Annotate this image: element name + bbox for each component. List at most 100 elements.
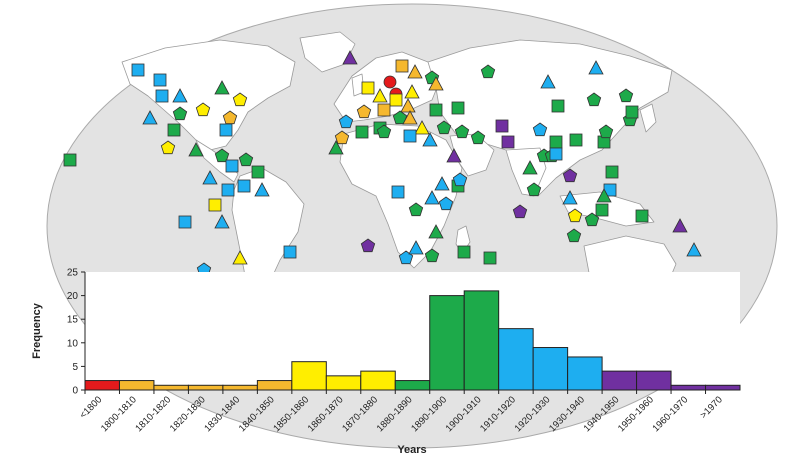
map-marker-s-green	[355, 125, 369, 139]
bar-1860-1870	[325, 375, 362, 391]
map-marker-p-green	[566, 228, 582, 243]
bar-1920-1930	[532, 347, 569, 391]
x-tick-label: <1800	[78, 394, 105, 421]
map-marker-p-green	[214, 148, 230, 163]
map-marker-t-green	[328, 140, 344, 155]
map-marker-s-green	[551, 99, 565, 113]
map-marker-t-orange	[402, 110, 418, 125]
map-marker-t-blue	[422, 132, 438, 147]
bar-1820-1830	[187, 384, 224, 391]
x-tick-label: 1810-1820	[133, 394, 173, 434]
map-marker-t-blue	[686, 242, 702, 257]
map-marker-p-green	[598, 124, 614, 139]
x-tick-label: 1960-1970	[651, 394, 691, 434]
map-marker-t-yellow	[414, 120, 430, 135]
map-marker-p-green	[376, 124, 392, 139]
map-marker-s-blue	[549, 147, 563, 161]
y-tick-label: 10	[67, 338, 79, 349]
map-marker-t-green	[188, 142, 204, 157]
map-marker-s-green	[569, 133, 583, 147]
map-marker-p-yellow	[160, 140, 176, 155]
map-marker-s-blue	[131, 63, 145, 77]
map-marker-s-blue	[178, 215, 192, 229]
map-marker-p-purple	[512, 204, 528, 219]
map-marker-s-green	[595, 203, 609, 217]
map-marker-s-purple	[501, 135, 515, 149]
map-marker-s-green	[483, 251, 497, 265]
bar-1880-1890	[394, 380, 431, 391]
map-marker-t-blue	[562, 190, 578, 205]
map-marker-t-blue	[540, 74, 556, 89]
map-marker-p-green	[454, 124, 470, 139]
histogram-bars	[84, 290, 741, 391]
y-axis-label: Frequency	[31, 302, 43, 359]
map-marker-s-blue	[403, 129, 417, 143]
map-marker-s-blue	[155, 89, 169, 103]
map-marker-s-green	[167, 123, 181, 137]
map-marker-t-yellow	[404, 84, 420, 99]
map-marker-t-purple	[446, 148, 462, 163]
map-marker-s-orange	[395, 59, 409, 73]
map-marker-p-purple	[360, 238, 376, 253]
landmass-japan	[639, 103, 657, 133]
map-marker-p-green	[172, 106, 188, 121]
map-marker-t-blue	[434, 176, 450, 191]
bar-1930-1940	[567, 356, 603, 391]
map-marker-t-blue	[202, 170, 218, 185]
map-marker-p-green	[586, 92, 602, 107]
bar-1870-1880	[360, 370, 396, 391]
bar-1800-1810	[118, 380, 155, 391]
map-marker-p-blue	[338, 114, 354, 129]
map-marker-p-purple	[562, 168, 578, 183]
y-tick-label: 5	[72, 362, 78, 373]
map-marker-t-blue	[424, 190, 440, 205]
map-marker-p-green	[470, 130, 486, 145]
bar-1960-1970	[670, 384, 707, 391]
bar-1940-1950	[601, 370, 638, 391]
bar-1830-1840	[222, 384, 258, 391]
bar-1950-1960	[636, 370, 672, 391]
x-axis-label: Years	[397, 444, 426, 456]
map-marker-s-green	[251, 165, 265, 179]
map-marker-p-yellow	[195, 102, 211, 117]
map-marker-p-blue	[438, 196, 454, 211]
bar--1970	[705, 384, 741, 391]
map-marker-t-blue	[214, 214, 230, 229]
map-marker-t-orange	[407, 64, 423, 79]
map-marker-p-orange	[334, 130, 350, 145]
map-marker-p-yellow	[567, 208, 583, 223]
map-marker-s-blue	[219, 123, 233, 137]
map-marker-s-blue	[221, 183, 235, 197]
y-tick-label: 0	[72, 386, 78, 397]
y-ticks: 0 5 10 15 20 25	[67, 268, 85, 397]
map-marker-p-orange	[356, 104, 372, 119]
map-marker-t-blue	[254, 182, 270, 197]
map-marker-t-yellow	[372, 88, 388, 103]
y-tick-label: 25	[67, 268, 79, 279]
map-marker-s-green	[63, 153, 77, 167]
map-marker-s-green	[635, 209, 649, 223]
map-marker-p-green	[436, 120, 452, 135]
y-tick-label: 15	[67, 315, 79, 326]
bar-1810-1820	[153, 384, 189, 391]
map-markers	[63, 50, 706, 302]
bar-1840-1850	[256, 380, 293, 391]
map-marker-t-blue	[408, 240, 424, 255]
map-marker-s-purple	[495, 119, 509, 133]
map-marker-s-blue	[391, 185, 405, 199]
map-marker-t-orange	[400, 98, 416, 113]
map-marker-s-green	[429, 103, 443, 117]
map-marker-s-blue	[237, 179, 251, 193]
map-marker-t-green	[596, 188, 612, 203]
map-marker-s-green	[605, 165, 619, 179]
bar-1850-1860	[291, 361, 327, 391]
map-marker-t-blue	[142, 110, 158, 125]
y-tick-label: 20	[67, 291, 79, 302]
map-marker-s-orange	[377, 103, 391, 117]
map-marker-t-orange	[428, 76, 444, 91]
bar--1800	[84, 380, 120, 391]
map-marker-c-red	[383, 75, 397, 89]
map-marker-s-green	[451, 101, 465, 115]
